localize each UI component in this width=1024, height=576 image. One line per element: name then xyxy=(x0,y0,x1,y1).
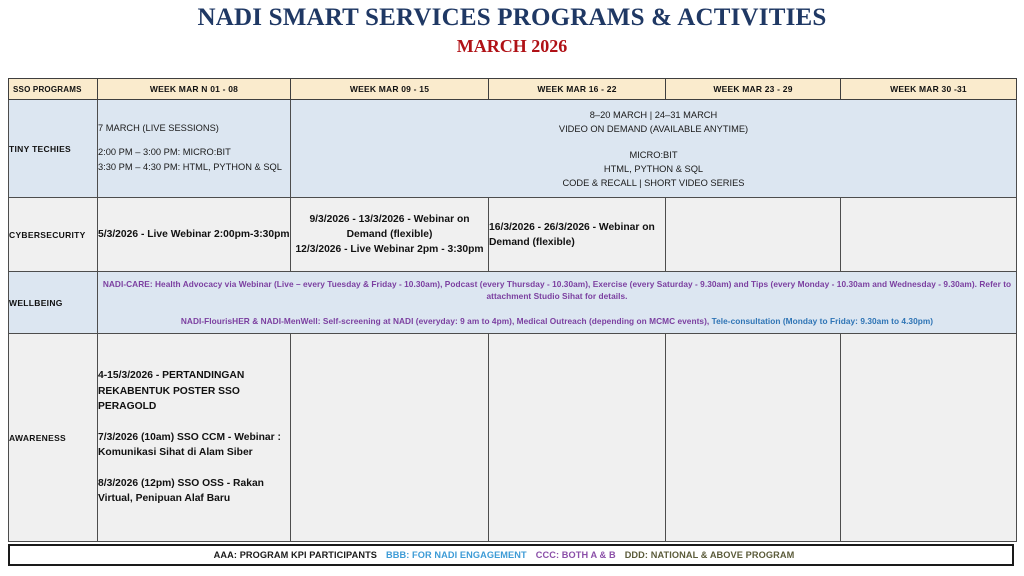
vod-line-2: VIDEO ON DEMAND (AVAILABLE ANYTIME) xyxy=(558,123,749,134)
wellbeing-line-2-part-a: NADI-FlourisHER & NADI-MenWell: Self-scr… xyxy=(180,315,712,326)
cell-cybersecurity-week-4 xyxy=(665,197,841,272)
cell-cybersecurity-week-5 xyxy=(840,197,1017,272)
cell-awareness-week-1: 4-15/3/2026 - PERTANDINGAN REKABENTUK PO… xyxy=(97,333,291,542)
cell-tiny-techies-video-on-demand: 8–20 MARCH | 24–31 MARCH VIDEO ON DEMAND… xyxy=(290,99,1017,198)
table-row: TINY TECHIES 7 MARCH (LIVE SESSIONS) 2:0… xyxy=(8,99,1017,198)
page-subtitle: MARCH 2026 xyxy=(456,36,568,56)
row-label-tiny-techies: TINY TECHIES xyxy=(8,99,98,198)
cell-cybersecurity-week-3: 16/3/2026 - 26/3/2026 - Webinar on Deman… xyxy=(488,197,666,272)
vod-line-5: CODE & RECALL | SHORT VIDEO SERIES xyxy=(562,177,745,188)
cell-awareness-week-5 xyxy=(840,333,1017,542)
spacer xyxy=(98,137,290,145)
legend-item-ddd: DDD: NATIONAL & ABOVE PROGRAM xyxy=(624,550,795,560)
cybersecurity-week-2-line-2: 12/3/2026 - Live Webinar 2pm - 3:30pm xyxy=(295,244,484,255)
cell-tiny-techies-week-1: 7 MARCH (LIVE SESSIONS) 2:00 PM – 3:00 P… xyxy=(97,99,291,198)
row-label-awareness: AWARENESS xyxy=(8,333,98,542)
tiny-techies-line-2: 2:00 PM – 3:00 PM: MICRO:BIT xyxy=(98,146,231,157)
row-label-wellbeing: WELLBEING xyxy=(8,271,98,334)
table-header-row: SSO PROGRAMS WEEK MAR N 01 - 08 WEEK MAR… xyxy=(8,78,1017,100)
row-label-cybersecurity: CYBERSECURITY xyxy=(8,197,98,272)
cell-awareness-week-3 xyxy=(488,333,666,542)
awareness-block-1: 4-15/3/2026 - PERTANDINGAN REKABENTUK PO… xyxy=(98,370,245,413)
spacer xyxy=(291,136,1016,148)
vod-line-1: 8–20 MARCH | 24–31 MARCH xyxy=(589,109,718,120)
cell-cybersecurity-week-2: 9/3/2026 - 13/3/2026 - Webinar on Demand… xyxy=(290,197,489,272)
tiny-techies-line-3: 3:30 PM – 4:30 PM: HTML, PYTHON & SQL xyxy=(98,162,282,173)
cell-cybersecurity-week-1: 5/3/2026 - Live Webinar 2:00pm-3:30pm xyxy=(97,197,291,272)
legend-bar: AAA: PROGRAM KPI PARTICIPANTS BBB: FOR NA… xyxy=(8,544,1014,566)
legend-text: AAA: PROGRAM KPI PARTICIPANTS BBB: FOR NA… xyxy=(214,550,795,560)
wellbeing-line-2-teleconsultation: Tele-consultation (Monday to Friday: 9.3… xyxy=(711,315,934,326)
cell-wellbeing-all-weeks: NADI-CARE: Health Advocacy via Webinar (… xyxy=(97,271,1017,334)
cell-awareness-week-4 xyxy=(665,333,841,542)
table-row: WELLBEING NADI-CARE: Health Advocacy via… xyxy=(8,271,1017,334)
awareness-block-2: 7/3/2026 (10am) SSO CCM - Webinar : Komu… xyxy=(98,431,281,459)
page-title: NADI SMART SERVICES PROGRAMS & ACTIVITIE… xyxy=(197,4,827,31)
table-row: AWARENESS 4-15/3/2026 - PERTANDINGAN REK… xyxy=(8,333,1017,542)
cybersecurity-week-2-line-1: 9/3/2026 - 13/3/2026 - Webinar on Demand… xyxy=(309,214,470,240)
column-header-week-4: WEEK MAR 23 - 29 xyxy=(665,78,841,100)
vod-line-4: HTML, PYTHON & SQL xyxy=(603,163,704,174)
legend-item-ccc: CCC: BOTH A & B xyxy=(535,550,616,560)
cell-awareness-week-2 xyxy=(290,333,489,542)
vod-line-3: MICRO:BIT xyxy=(629,149,678,160)
column-header-week-3: WEEK MAR 16 - 22 xyxy=(488,78,666,100)
legend-item-bbb: BBB: FOR NADI ENGAGEMENT xyxy=(386,550,527,560)
awareness-block-3: 8/3/2026 (12pm) SSO OSS - Rakan Virtual,… xyxy=(98,477,264,505)
column-header-week-2: WEEK MAR 09 - 15 xyxy=(290,78,489,100)
legend-item-aaa: AAA: PROGRAM KPI PARTICIPANTS xyxy=(213,550,378,560)
table-row: CYBERSECURITY 5/3/2026 - Live Webinar 2:… xyxy=(8,197,1017,272)
tiny-techies-line-1: 7 MARCH (LIVE SESSIONS) xyxy=(98,123,219,134)
column-header-week-5: WEEK MAR 30 -31 xyxy=(840,78,1017,100)
wellbeing-line-2: NADI-FlourisHER & NADI-MenWell: Self-scr… xyxy=(98,315,1016,328)
title-block: NADI SMART SERVICES PROGRAMS & ACTIVITIE… xyxy=(0,4,1024,57)
column-header-week-1: WEEK MAR N 01 - 08 xyxy=(97,78,291,100)
schedule-table: SSO PROGRAMS WEEK MAR N 01 - 08 WEEK MAR… xyxy=(8,78,1017,542)
wellbeing-line-1: NADI-CARE: Health Advocacy via Webinar (… xyxy=(102,278,1012,302)
column-header-sso-programs: SSO PROGRAMS xyxy=(8,78,98,100)
